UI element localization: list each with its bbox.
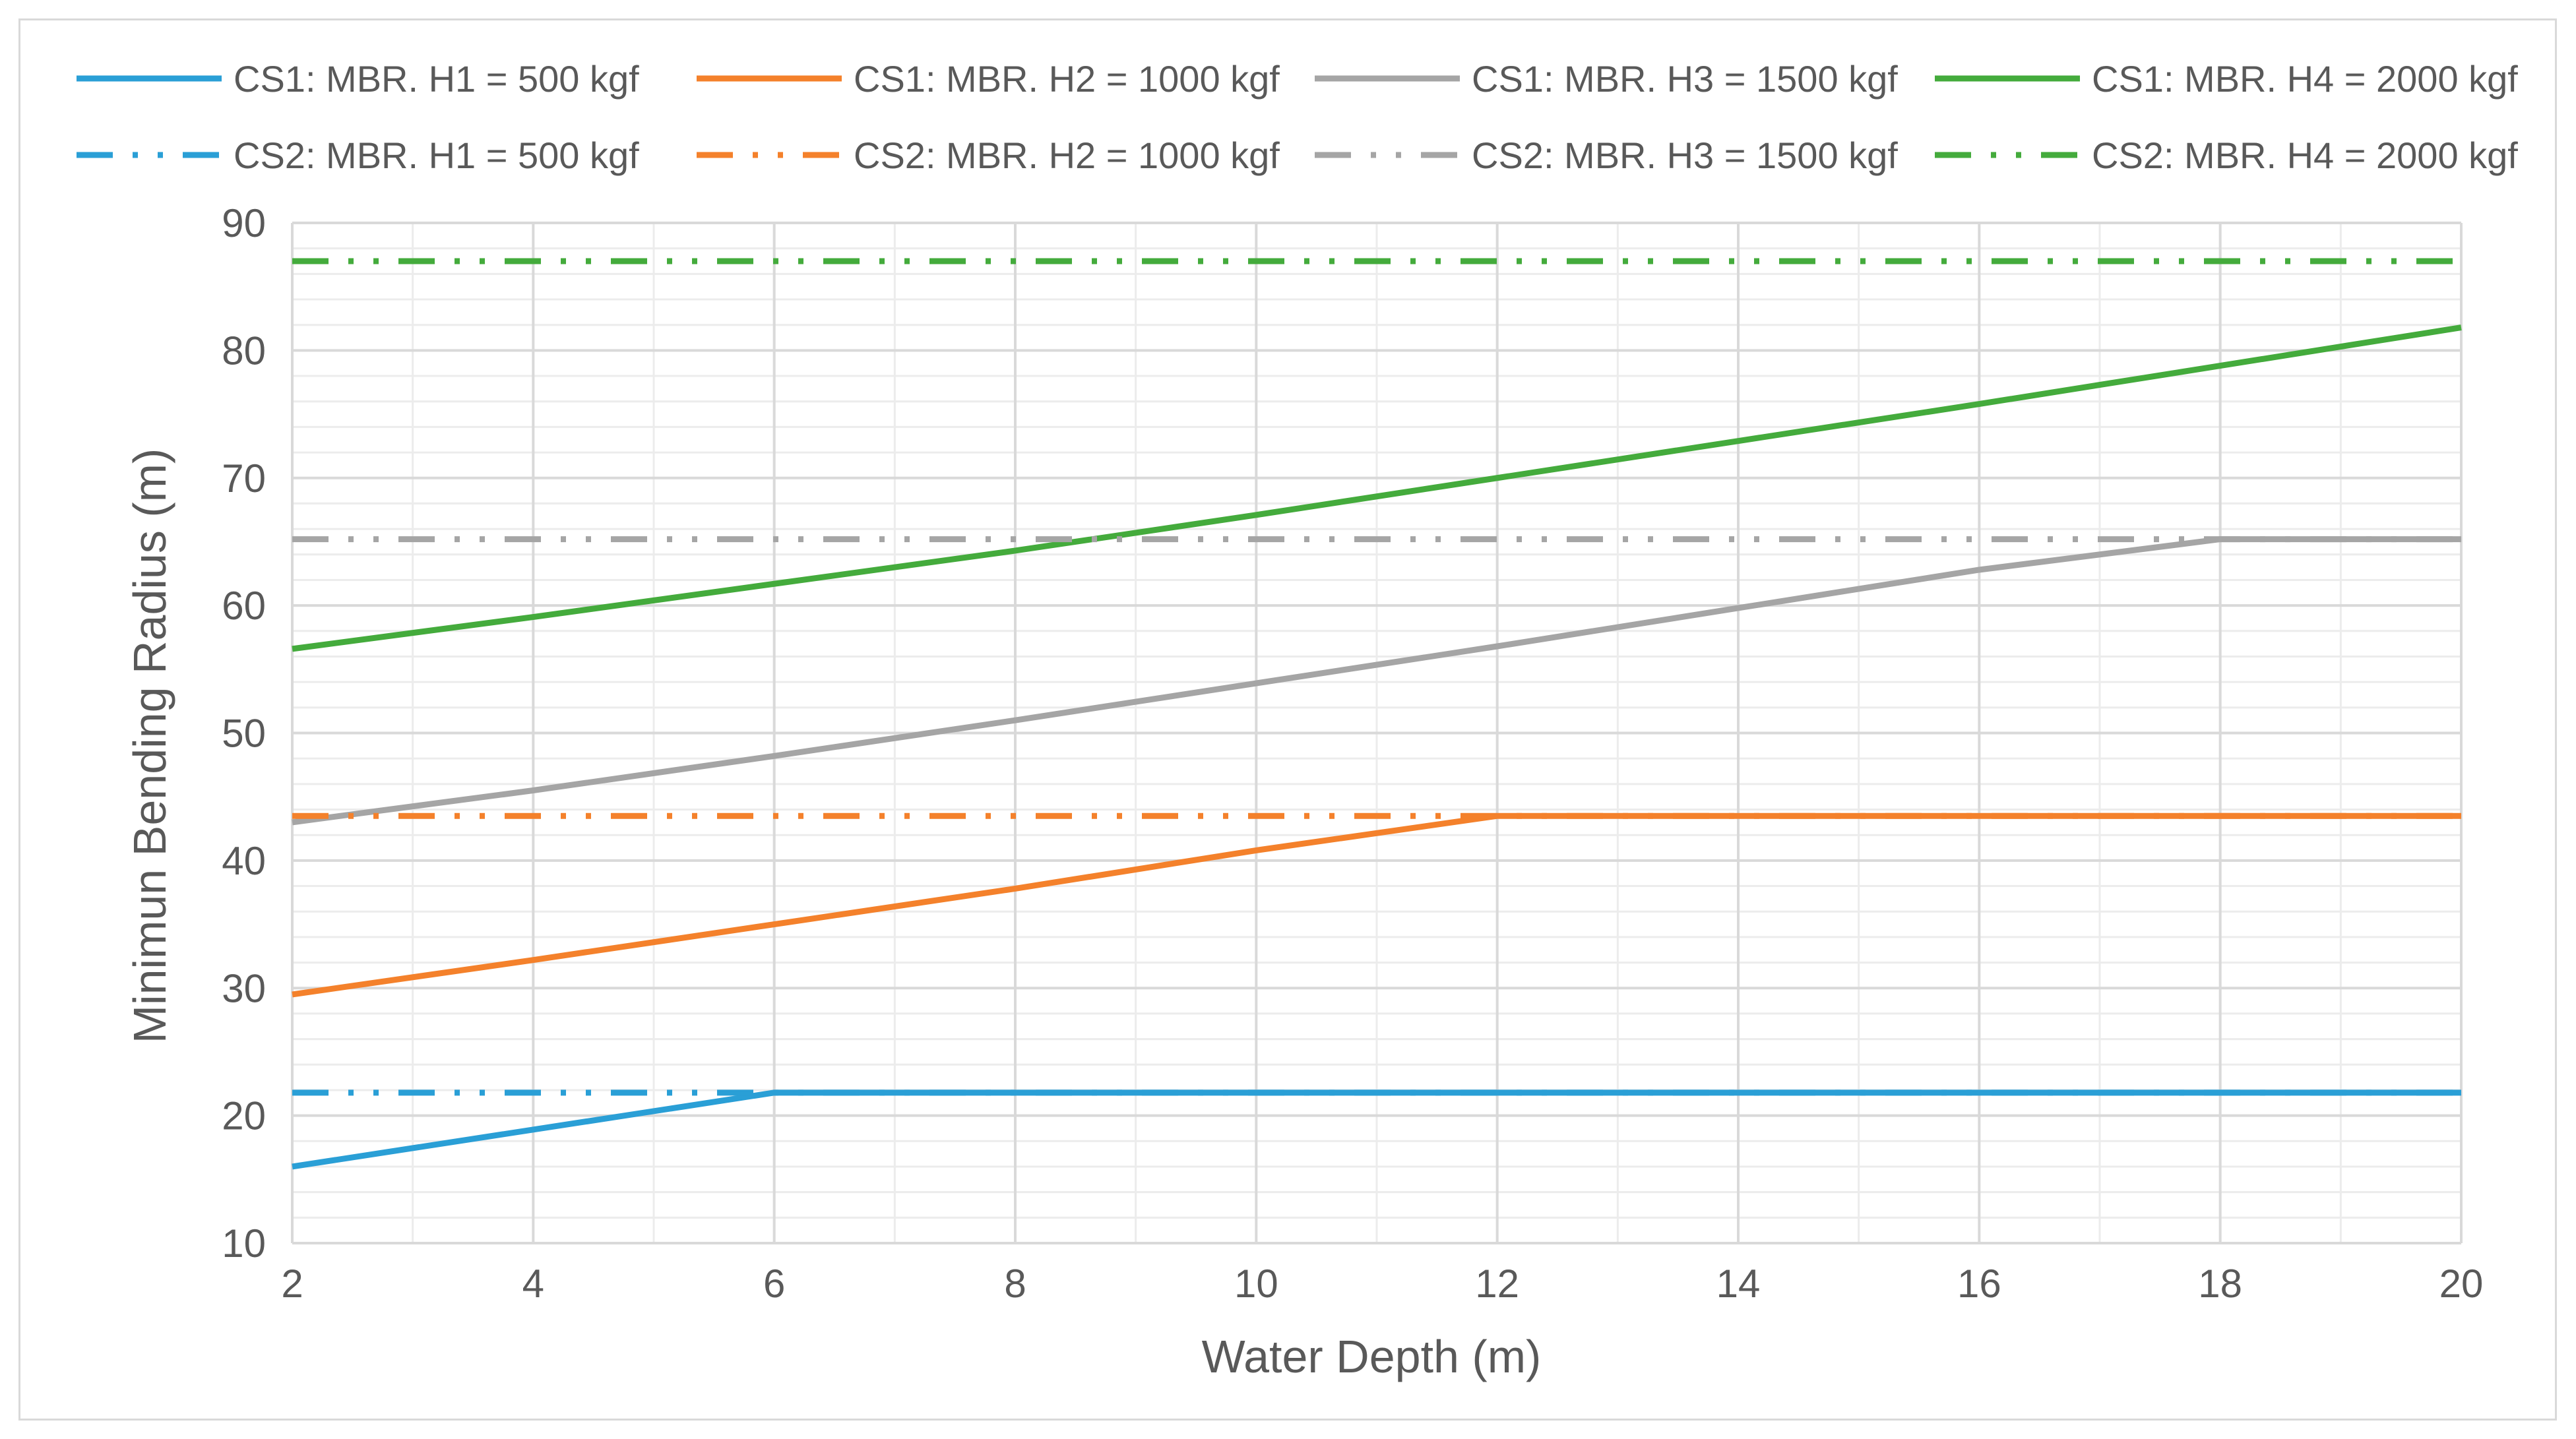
- y-tick-label: 40: [222, 839, 266, 883]
- x-tick-label: 2: [281, 1262, 303, 1306]
- series-line-4: [292, 324, 2462, 652]
- y-tick-label: 70: [222, 456, 266, 501]
- x-tick-label: 18: [2198, 1262, 2242, 1306]
- x-tick-label: 10: [1234, 1262, 1278, 1306]
- y-tick-label: 20: [222, 1094, 266, 1138]
- y-tick-label: 90: [222, 201, 266, 245]
- series-lines: [292, 258, 2462, 1170]
- legend: CS1: MBR. H1 = 500 kgf CS1: MBR. H2 = 100…: [77, 58, 2518, 176]
- line-chart: CS1: MBR. H1 = 500 kgf CS1: MBR. H2 = 100…: [77, 58, 2518, 1382]
- legend-label-3: CS1: MBR. H3 = 1500 kgf: [1472, 58, 1898, 100]
- chart-frame: CS1: MBR. H1 = 500 kgf CS1: MBR. H2 = 100…: [18, 18, 2557, 1421]
- y-tick-label: 80: [222, 328, 266, 373]
- x-tick-label: 8: [1004, 1262, 1026, 1306]
- legend-label-7: CS2: MBR. H3 = 1500 kgf: [1472, 135, 1898, 176]
- x-tick-label: 4: [522, 1262, 544, 1306]
- series-line-3: [292, 536, 2461, 826]
- legend-label-2: CS1: MBR. H2 = 1000 kgf: [854, 58, 1280, 100]
- x-tick-label: 12: [1475, 1262, 1519, 1306]
- y-axis-title: Minimun Bending Radius (m): [124, 448, 175, 1044]
- y-tick-label: 10: [222, 1221, 266, 1266]
- legend-label-5: CS2: MBR. H1 = 500 kgf: [234, 135, 639, 176]
- legend-label-8: CS2: MBR. H4 = 2000 kgf: [2092, 135, 2518, 176]
- x-tick-label: 16: [1957, 1262, 2001, 1306]
- x-tick-label: 6: [763, 1262, 785, 1306]
- y-tick-label: 50: [222, 712, 266, 756]
- x-tick-label: 14: [1716, 1262, 1761, 1306]
- legend-label-6: CS2: MBR. H2 = 1000 kgf: [854, 135, 1280, 176]
- gridlines: [291, 222, 2463, 1244]
- legend-label-4: CS1: MBR. H4 = 2000 kgf: [2092, 58, 2518, 100]
- legend-label-1: CS1: MBR. H1 = 500 kgf: [234, 58, 639, 100]
- y-tick-label: 60: [222, 584, 266, 628]
- x-axis-title: Water Depth (m): [1202, 1331, 1542, 1382]
- x-tick-label: 20: [2439, 1262, 2484, 1306]
- series-line-2: [292, 812, 2461, 998]
- tick-labels: 2 4 6 8 10 12 14 16 18 20 10 20 30 40 50 60 70 80 90: [222, 201, 2483, 1306]
- y-tick-label: 30: [222, 966, 266, 1010]
